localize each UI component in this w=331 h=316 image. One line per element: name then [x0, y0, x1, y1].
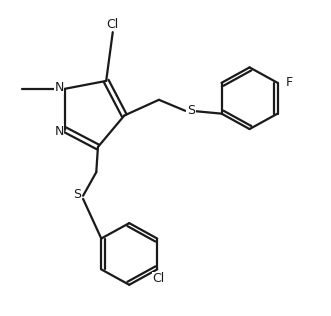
Text: Cl: Cl — [107, 18, 119, 31]
Text: Cl: Cl — [153, 272, 165, 285]
Text: S: S — [187, 104, 195, 117]
Text: N: N — [54, 125, 64, 138]
Text: S: S — [73, 188, 81, 201]
Text: F: F — [286, 76, 293, 89]
Text: N: N — [54, 81, 64, 94]
